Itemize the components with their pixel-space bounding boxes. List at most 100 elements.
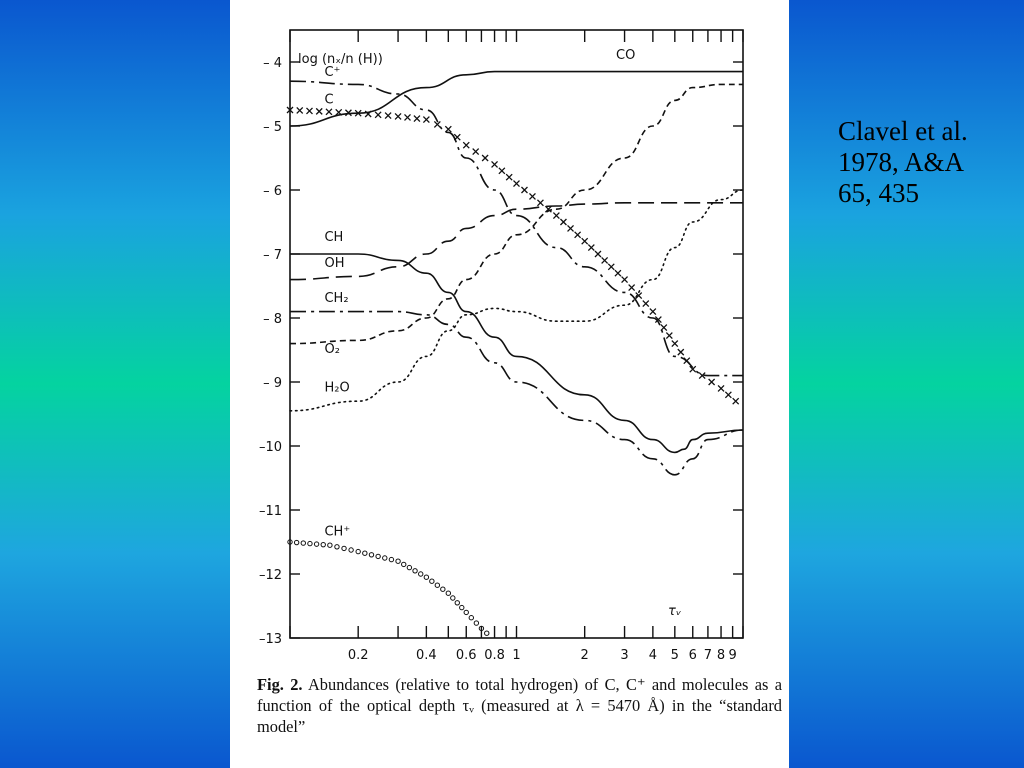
series-c-point	[528, 192, 536, 200]
caption-label: Fig. 2.	[257, 675, 303, 694]
series-o	[289, 83, 743, 345]
series-c-point	[344, 109, 352, 117]
series-layer	[286, 70, 744, 636]
x-tick-label: 9	[728, 648, 736, 663]
series-c-point	[354, 109, 362, 117]
series-ch-point	[450, 595, 456, 601]
y-tick-label: – 5	[263, 120, 282, 135]
caption-text: Abundances (relative to total hydrogen) …	[257, 675, 783, 736]
series-ch-point	[362, 550, 368, 556]
series-c-point	[472, 148, 480, 156]
series-c-point	[607, 263, 615, 271]
series-c-point	[552, 212, 560, 220]
plot-frame	[289, 29, 744, 639]
series-ch-point	[445, 590, 452, 596]
series-ch-point	[293, 539, 300, 546]
x-tick-label: 6	[689, 648, 697, 663]
series-ch-point	[412, 568, 418, 574]
series-label-ch: CH	[324, 230, 343, 245]
series-ch-point	[423, 574, 430, 580]
x-tick-label: 5	[671, 648, 679, 663]
series-ch-point	[327, 542, 333, 548]
series-c-point	[433, 120, 441, 128]
series-ch-point	[478, 625, 485, 632]
series-ch-point	[320, 541, 326, 548]
series-c-point	[660, 324, 668, 332]
series-co	[289, 70, 743, 127]
series-ch	[290, 310, 744, 476]
y-tick-label: –13	[259, 632, 282, 647]
x-tick-label: 1	[512, 648, 520, 663]
series-c-point	[594, 250, 602, 258]
figure-panel: – 4 – 5 – 6 – 7 – 8 – 9 –10 –11 –12 –13 0.2 0.4 0.6…	[230, 0, 789, 768]
series-c-point	[384, 112, 392, 120]
x-tick-label: 0.2	[348, 648, 369, 663]
y-axis: – 4 – 5 – 6 – 7 – 8 – 9 –10 –11 –12 –13	[259, 56, 743, 647]
series-c-point	[286, 106, 294, 114]
series-c-point	[698, 372, 706, 380]
y-tick-label: –12	[259, 568, 282, 583]
series-label-co: CO	[616, 48, 635, 63]
series-ch-point	[406, 564, 413, 571]
series-c-point	[559, 218, 567, 226]
x-tick-label: 2	[581, 648, 589, 663]
series-label-c: C⁺	[324, 65, 340, 80]
y-tick-label: – 6	[263, 184, 282, 199]
series-c-point	[296, 106, 304, 114]
x-axis: 0.2 0.4 0.6 0.8 1 2 3 4 5 6 7 8 9	[289, 30, 744, 663]
x-tick-label: 8	[717, 648, 725, 663]
series-ch-point	[473, 620, 480, 626]
series-label-ch: CH₂	[324, 291, 348, 306]
series-c-point	[621, 276, 629, 284]
y-axis-label: log (nₓ/n (H))	[298, 52, 383, 67]
series-ch-point	[355, 548, 361, 555]
abundance-chart: – 4 – 5 – 6 – 7 – 8 – 9 –10 –11 –12 –13 0.2 0.4 0.6…	[259, 29, 744, 663]
series-c-point	[491, 160, 499, 168]
x-tick-label: 3	[620, 648, 628, 663]
series-ch-point	[313, 541, 320, 547]
series-c-point	[536, 199, 544, 207]
series-c-point	[481, 154, 489, 162]
series-c-point	[453, 133, 461, 141]
series-c-point	[444, 125, 452, 133]
series-ch-point	[341, 545, 347, 552]
series-c-point	[498, 167, 506, 175]
series-ch-point	[348, 547, 354, 553]
series-c-point	[717, 384, 725, 392]
series-ch-point	[484, 630, 490, 636]
series-c-point	[654, 316, 662, 324]
series-label-c: C	[324, 93, 333, 108]
series-ch-marks	[287, 539, 490, 636]
x-axis-label: τᵥ	[668, 604, 681, 619]
series-c-point	[689, 365, 697, 373]
series-c-point	[374, 111, 382, 119]
y-tick-label: – 7	[263, 248, 282, 263]
series-c-point	[677, 348, 685, 356]
series-ch-point	[368, 552, 375, 558]
series-ch-point	[401, 561, 407, 568]
series-c-point	[628, 284, 636, 292]
series-c-point	[567, 224, 574, 232]
figure-caption: Fig. 2. Abundances (relative to total hy…	[257, 674, 782, 737]
series-c-point	[587, 244, 595, 252]
series-oh	[289, 201, 743, 281]
series-c-point	[422, 116, 430, 124]
series-c-point	[732, 397, 740, 405]
series-ch-point	[375, 553, 381, 560]
y-tick-label: –11	[259, 504, 282, 519]
series-c-point	[513, 180, 520, 188]
series-ch	[290, 253, 744, 454]
x-tick-label: 0.8	[484, 648, 505, 663]
series-c-point	[671, 340, 679, 348]
series-c-marks	[286, 106, 740, 405]
series-ch-point	[334, 544, 340, 550]
series-c-point	[315, 107, 323, 115]
citation-line-1: Clavel et al.	[838, 116, 968, 146]
citation-line-2: 1978, A&A	[838, 147, 965, 177]
x-tick-label: 0.4	[416, 648, 437, 663]
series-c-point	[544, 205, 552, 213]
series-label-oh: OH	[324, 256, 344, 271]
series-c-point	[505, 173, 513, 181]
series-c-point	[306, 107, 313, 115]
series-label-o: O₂	[324, 342, 339, 357]
